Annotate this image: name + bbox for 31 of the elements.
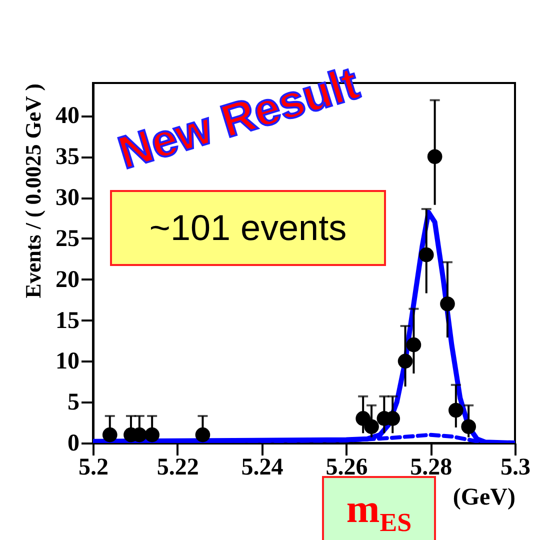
point [440, 296, 455, 312]
y-tick-label: 5 [68, 390, 80, 416]
point [427, 149, 442, 164]
point [102, 427, 118, 442]
x-tick-label: 5.28 [410, 454, 452, 480]
text: m$_{ES}$ [346, 486, 412, 537]
x-tick-label: 5.2 [78, 454, 108, 480]
point [448, 402, 464, 418]
annotation: ~101 events [110, 190, 386, 266]
y-tick-label: 0 [68, 430, 80, 456]
point [144, 427, 160, 442]
y-tick-label: 35 [56, 144, 80, 170]
point [461, 419, 476, 434]
x-axis-title: (GeV) [452, 484, 516, 510]
x-tick-label: 5.3 [500, 454, 530, 480]
y-tick-label: 30 [56, 185, 80, 212]
annotation: New Result [112, 56, 365, 180]
y-tick-label: 20 [56, 266, 80, 293]
point [406, 337, 422, 352]
y-tick-label: 25 [56, 226, 80, 252]
point [195, 427, 210, 442]
y-tick-label: 10 [56, 348, 80, 375]
y-axis-title: Events / ( 0.0025 GeV ) [20, 84, 46, 298]
y-tick-label: 40 [56, 103, 80, 130]
y-tick-label: 15 [56, 308, 80, 334]
x-tick-label: 5.26 [326, 454, 368, 480]
point [398, 354, 413, 369]
x-tick-label: 5.22 [156, 454, 199, 480]
point [364, 419, 379, 434]
x-tick-label: 5.24 [241, 454, 284, 480]
point [418, 247, 434, 262]
